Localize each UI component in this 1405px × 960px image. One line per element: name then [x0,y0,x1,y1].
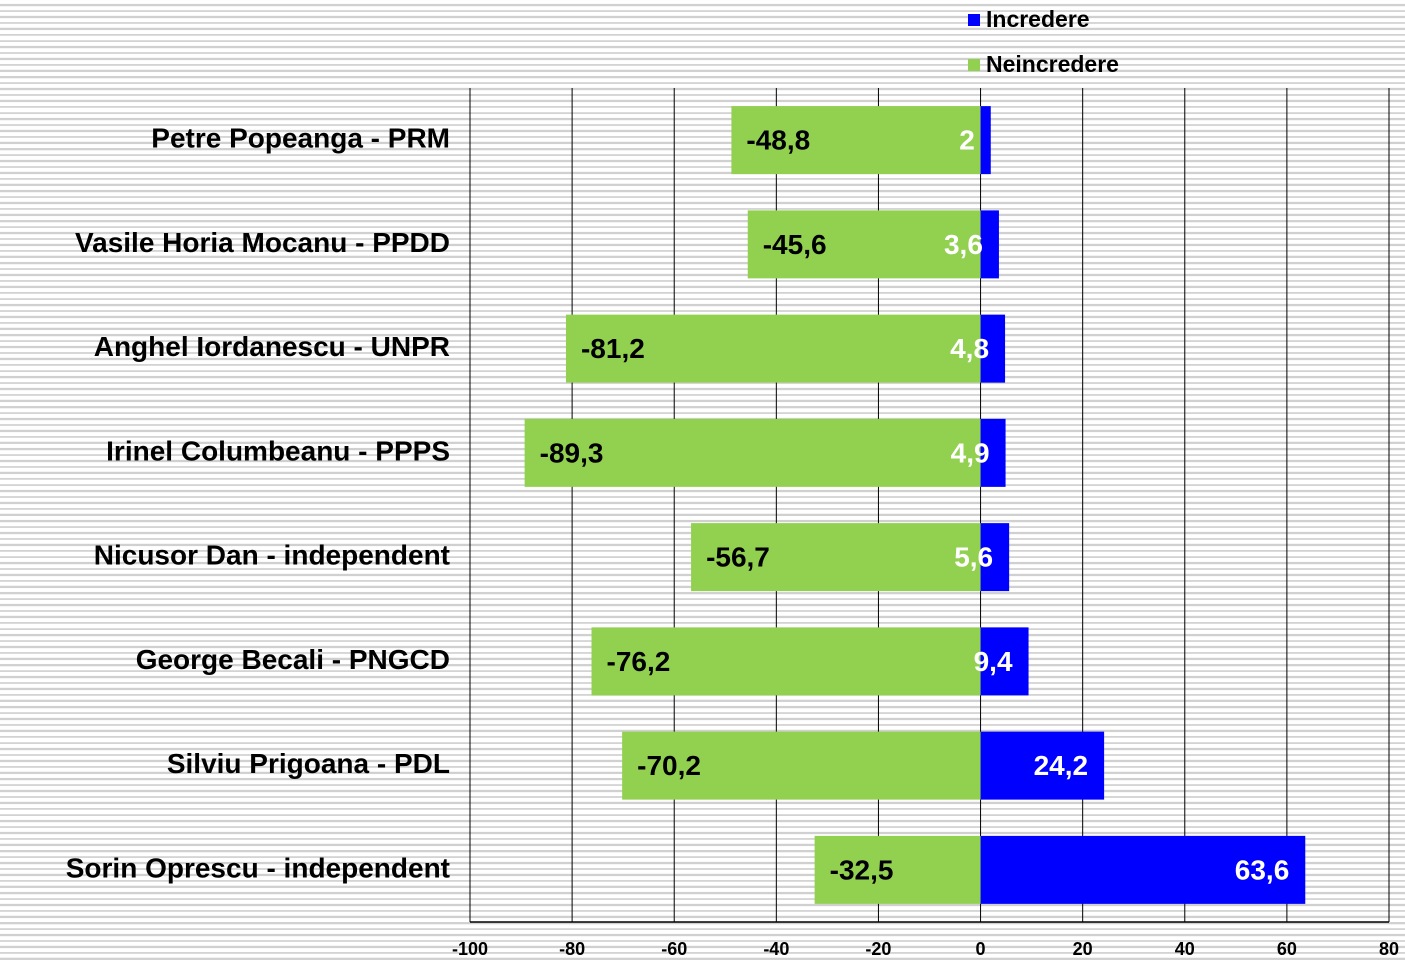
x-tick-label: -100 [452,939,488,959]
x-tick-label: -40 [763,939,789,959]
value-label: 3,6 [944,229,983,260]
category-label: Silviu Prigoana - PDL [167,748,450,779]
bar [747,210,981,279]
category-label: Anghel Iordanescu - UNPR [94,331,450,362]
bar [980,523,1010,592]
bar [691,523,981,592]
x-tick-label: 0 [976,939,986,959]
value-label: 4,8 [950,333,989,364]
bar [980,314,1006,383]
category-label: Irinel Columbeanu - PPPS [106,435,450,466]
x-tick-label: -60 [661,939,687,959]
value-label: -89,3 [540,437,604,468]
x-tick-label: -80 [559,939,585,959]
value-label: -56,7 [706,542,770,573]
bar [731,106,981,175]
category-label: George Becali - PNGCD [136,644,450,675]
value-label: -70,2 [637,750,701,781]
value-label: 5,6 [954,542,993,573]
bar [622,731,981,800]
value-label: -45,6 [763,229,827,260]
value-label: 24,2 [1034,750,1089,781]
bar [980,106,991,175]
x-tick-label: 60 [1277,939,1297,959]
value-label: 4,9 [951,437,990,468]
bar [565,314,981,383]
bar [980,210,999,279]
legend-swatch [968,14,980,26]
bar [980,835,1306,904]
bar [980,731,1105,800]
x-tick-label: 40 [1175,939,1195,959]
legend-label: Increderе [986,6,1090,32]
bar [980,418,1006,487]
bar [591,627,981,696]
category-label: Petre Popeanga - PRM [151,123,450,154]
value-label: 63,6 [1235,854,1290,885]
x-tick-label: 80 [1379,939,1399,959]
value-label: 2 [959,125,975,156]
bar [814,835,981,904]
category-label: Sorin Oprescu - independent [66,852,450,883]
value-label: 9,4 [974,646,1013,677]
legend-label: Neincredere [986,51,1119,77]
category-label: Vasile Horia Mocanu - PPDD [75,227,450,258]
value-label: -32,5 [830,854,894,885]
value-label: -81,2 [581,333,645,364]
bar [980,627,1029,696]
value-label: -48,8 [746,125,810,156]
x-tick-label: -20 [865,939,891,959]
category-label: Nicusor Dan - independent [94,540,450,571]
x-tick-label: 20 [1073,939,1093,959]
bar [524,418,981,487]
legend-swatch [968,59,980,71]
value-label: -76,2 [607,646,671,677]
